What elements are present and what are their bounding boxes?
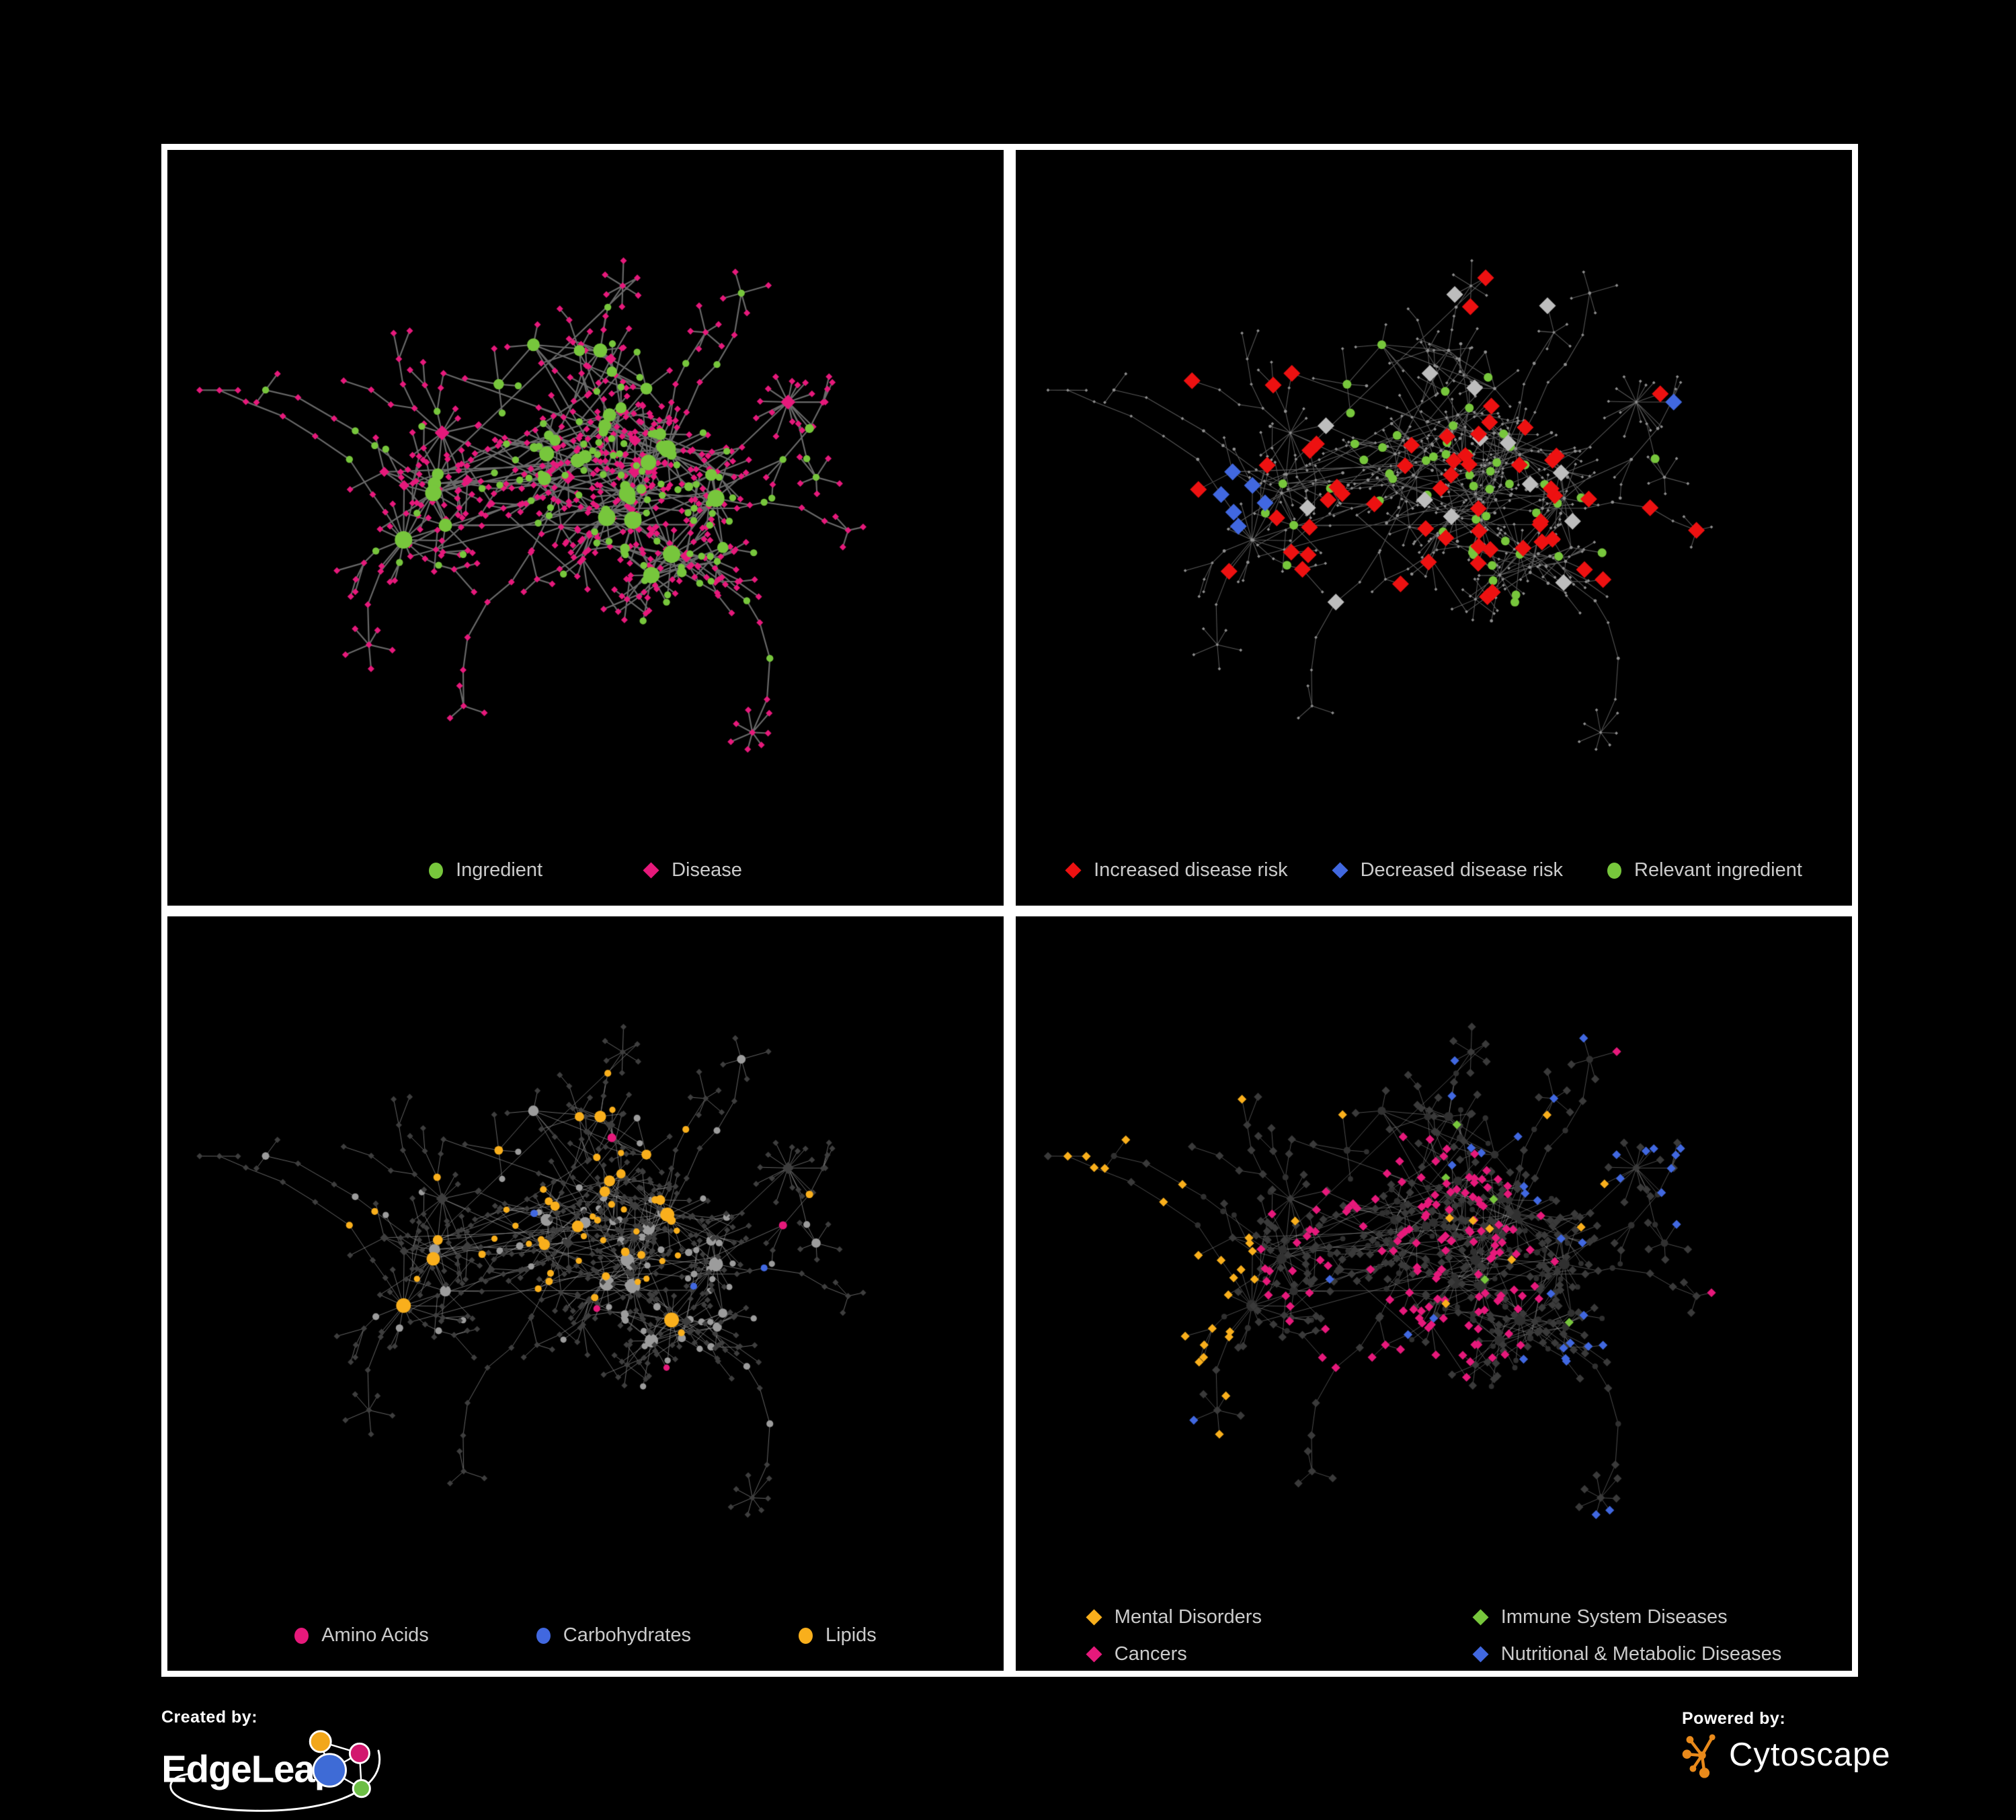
- legend-item-disease: Disease: [643, 859, 742, 881]
- disease-category-network-graph: [1016, 916, 1852, 1600]
- edgeleap-node-blue: [312, 1753, 347, 1788]
- cytoscape-credit: Powered by: Cytoscape: [1682, 1709, 1891, 1778]
- legend-label: Immune System Diseases: [1500, 1606, 1728, 1628]
- diamond-marker: [1472, 1608, 1489, 1626]
- diamond-marker: [1332, 862, 1348, 879]
- panel-ingredient-disease: Ingredient Disease: [161, 144, 1010, 912]
- edgeleap-credit: Created by: EdgeLeap: [161, 1708, 383, 1813]
- legend-label: Carbohydrates: [563, 1624, 691, 1646]
- edgeleap-node-orange: [309, 1730, 332, 1753]
- legend-item-mental-disorders: Mental Disorders: [1086, 1606, 1473, 1628]
- diamond-marker: [1472, 1645, 1489, 1663]
- legend-item-cancers: Cancers: [1086, 1643, 1473, 1665]
- legend-label: Ingredient: [456, 859, 543, 881]
- panel-ingredient-classes: Amino Acids Carbohydrates Lipids: [161, 910, 1010, 1677]
- legend-item-increased-disease-risk: Increased disease risk: [1065, 859, 1288, 881]
- diamond-marker: [1065, 862, 1082, 879]
- cytoscape-icon-nodes: [1682, 1734, 1716, 1778]
- diamond-marker: [1086, 1608, 1102, 1626]
- edgeleap-logo: EdgeLeap: [161, 1730, 381, 1812]
- edgeleap-node-green: [352, 1779, 371, 1798]
- legend-label: Nutritional & Metabolic Diseases: [1500, 1643, 1782, 1665]
- edgeleap-wordmark: EdgeLeap: [161, 1747, 337, 1790]
- legend-item-ingredient: Ingredient: [429, 859, 542, 881]
- edgeleap-node-pink: [348, 1742, 370, 1764]
- legend-label: Amino Acids: [321, 1624, 429, 1646]
- legend-item-relevant-ingredient: Relevant ingredient: [1607, 859, 1802, 881]
- diamond-marker: [1086, 1645, 1102, 1663]
- legend-disease-risk: Increased disease risk Decreased disease …: [1016, 835, 1852, 906]
- circle-marker: [799, 1627, 813, 1644]
- legend-item-amino-acids: Amino Acids: [294, 1624, 429, 1647]
- legend-item-lipids: Lipids: [799, 1624, 877, 1647]
- cytoscape-wordmark: Cytoscape: [1729, 1737, 1891, 1773]
- legend-ingredient-classes: Amino Acids Carbohydrates Lipids: [167, 1600, 1004, 1671]
- circle-marker: [429, 862, 444, 879]
- legend-label: Increased disease risk: [1094, 859, 1288, 881]
- legend-ingredient-disease: Ingredient Disease: [167, 835, 1004, 906]
- cytoscape-icon: [1682, 1734, 1716, 1778]
- legend-item-decreased-disease-risk: Decreased disease risk: [1332, 859, 1563, 881]
- disease-risk-network-graph: [1016, 150, 1852, 835]
- circle-marker: [1607, 862, 1622, 879]
- ingredient-disease-network-graph: [167, 150, 1004, 835]
- legend-label: Mental Disorders: [1114, 1606, 1262, 1628]
- circle-marker: [536, 1627, 551, 1644]
- panel-disease-categories: Mental Disorders Immune System Diseases Ca…: [1010, 910, 1858, 1677]
- created-by-label: Created by:: [161, 1708, 258, 1727]
- legend-label: Disease: [672, 859, 742, 881]
- legend-label: Cancers: [1114, 1643, 1187, 1665]
- legend-item-carbohydrates: Carbohydrates: [536, 1624, 691, 1647]
- legend-label: Lipids: [825, 1624, 877, 1646]
- panel-disease-risk: Increased disease risk Decreased disease …: [1010, 144, 1858, 912]
- legend-item-nutritional-metabolic-diseases: Nutritional & Metabolic Diseases: [1472, 1643, 1782, 1665]
- diamond-marker: [643, 862, 659, 879]
- circle-marker: [294, 1627, 309, 1644]
- legend-label: Relevant ingredient: [1634, 859, 1802, 881]
- powered-by-label: Powered by:: [1682, 1709, 1786, 1728]
- legend-label: Decreased disease risk: [1360, 859, 1564, 881]
- legend-item-immune-system-diseases: Immune System Diseases: [1472, 1606, 1781, 1628]
- ingredient-class-network-graph: [167, 916, 1004, 1600]
- legend-disease-categories: Mental Disorders Immune System Diseases Ca…: [1016, 1600, 1852, 1671]
